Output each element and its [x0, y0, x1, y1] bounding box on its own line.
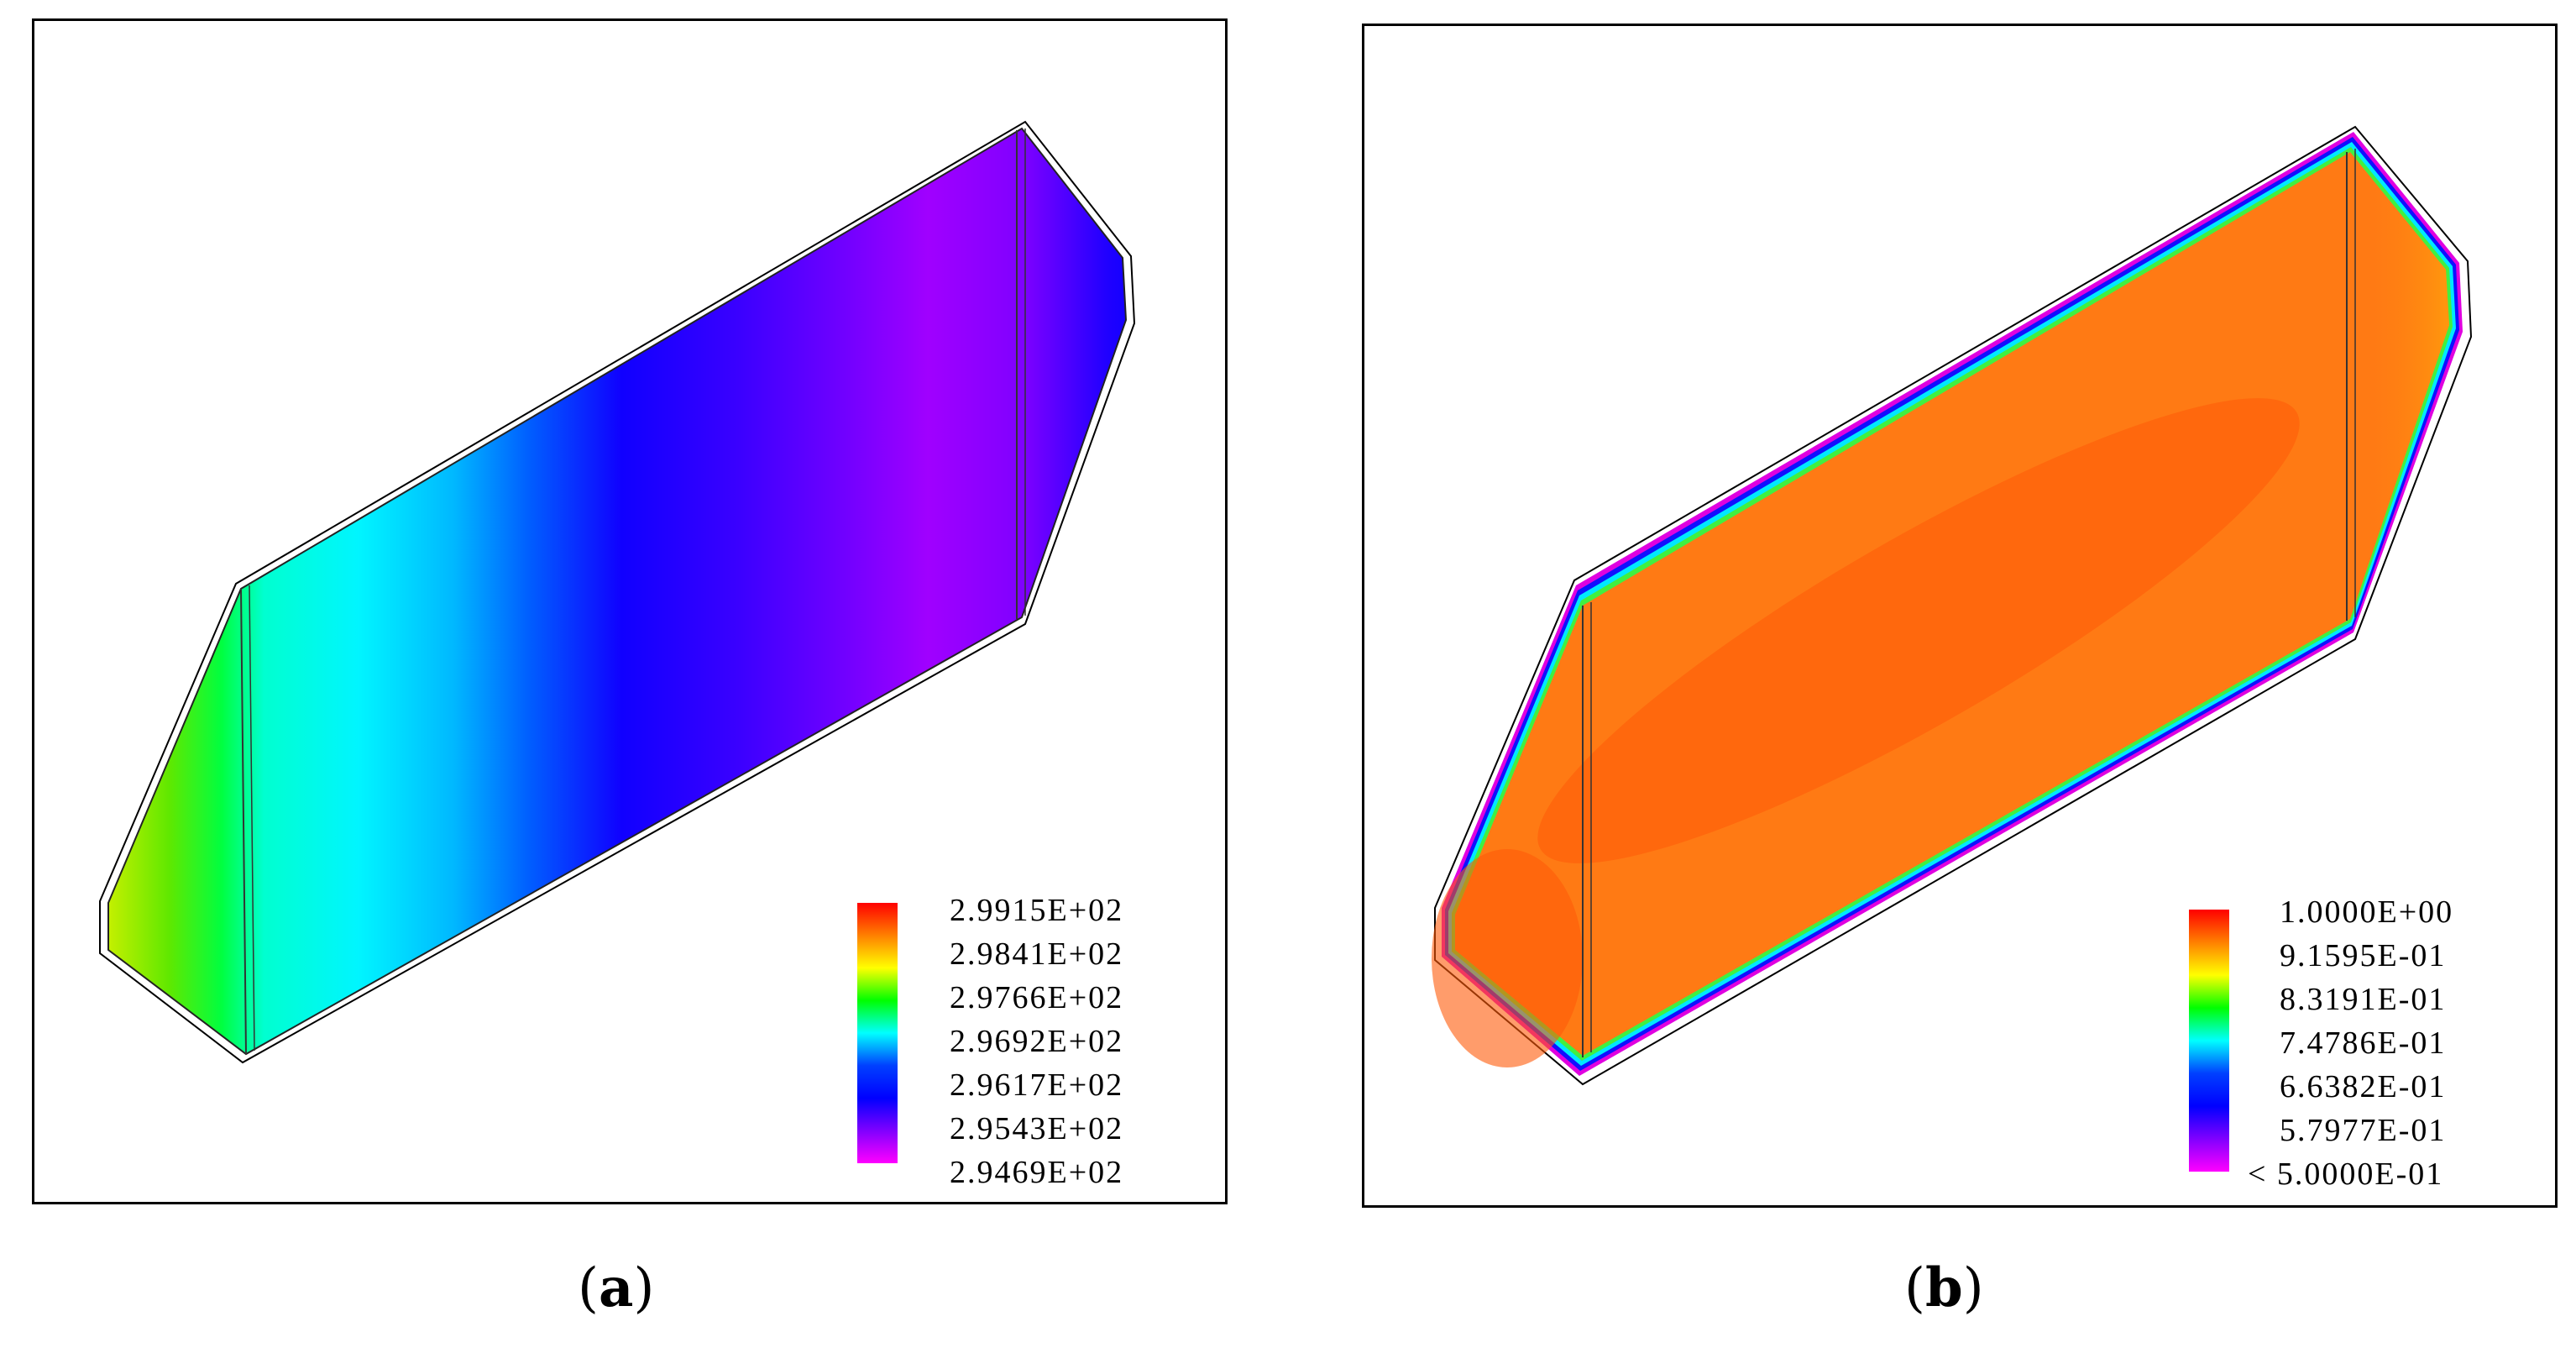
fraction-field-corner — [1432, 849, 1583, 1067]
legend-label: 2.9469E+02 — [950, 1155, 1124, 1190]
legend-label: 6.6382E-01 — [2280, 1069, 2447, 1104]
internal-line-a2 — [249, 585, 255, 1052]
legend-label: 2.9915E+02 — [950, 893, 1124, 928]
legend-label: < 5.0000E-01 — [2248, 1157, 2444, 1192]
contour-plot-a — [99, 120, 1136, 1064]
temperature-field-a — [107, 127, 1128, 1056]
legend-label: 2.9766E+02 — [950, 980, 1124, 1015]
panel-a-temperature-contour: 2.9915E+02 2.9841E+02 2.9766E+02 2.9692E… — [32, 18, 1228, 1204]
caption-a-letter: a — [598, 1256, 634, 1319]
caption-b-letter: b — [1924, 1256, 1963, 1319]
color-legend-bar-b — [2189, 910, 2229, 1172]
caption-a: (a) — [578, 1256, 655, 1319]
color-legend-bar-a — [857, 903, 898, 1163]
legend-label: 1.0000E+00 — [2280, 894, 2454, 930]
legend-label: 9.1595E-01 — [2280, 938, 2447, 973]
internal-line-a1 — [240, 588, 247, 1055]
panel-b-fraction-contour: 1.0000E+00 9.1595E-01 8.3191E-01 7.4786E… — [1362, 24, 2558, 1208]
geometry-outline-a — [99, 120, 1136, 1064]
caption-b: (b) — [1904, 1256, 1984, 1319]
legend-label: 7.4786E-01 — [2280, 1025, 2447, 1061]
fraction-field-core — [1537, 398, 2300, 863]
legend-label: 8.3191E-01 — [2280, 982, 2447, 1017]
legend-label: 5.7977E-01 — [2280, 1113, 2447, 1148]
legend-label: 2.9617E+02 — [950, 1067, 1124, 1103]
legend-label: 2.9543E+02 — [950, 1111, 1124, 1146]
legend-label: 2.9692E+02 — [950, 1024, 1124, 1059]
fraction-field-yellow-region — [2330, 152, 2449, 631]
legend-label: 2.9841E+02 — [950, 936, 1124, 972]
contour-plot-b — [1432, 125, 2473, 1086]
